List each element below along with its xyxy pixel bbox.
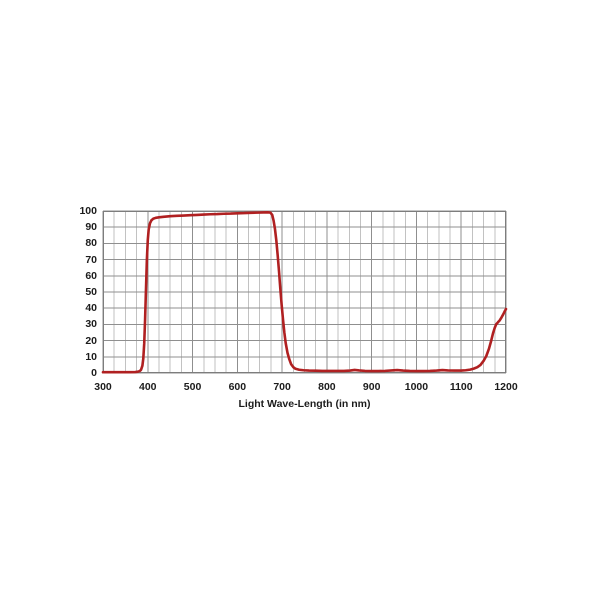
x-tick-label: 1100: [449, 381, 473, 393]
x-tick-label: 800: [318, 381, 336, 393]
y-tick-label: 80: [85, 237, 97, 250]
y-tick-label: 70: [85, 253, 97, 266]
plot-frame: [102, 210, 507, 374]
y-tick-label: 60: [85, 269, 97, 282]
plot-area: [101, 210, 508, 374]
x-tick-label: 1200: [494, 381, 518, 393]
y-tick-label: 20: [85, 334, 97, 347]
y-tick-label: 0: [91, 367, 97, 379]
x-axis-title: Light Wave-Length (in nm): [238, 398, 371, 410]
transmission-curve: [101, 210, 508, 374]
y-tick-label: 30: [85, 318, 97, 331]
x-tick-label: 400: [139, 381, 157, 393]
x-tick-label: 1000: [404, 381, 429, 393]
x-tick-label: 500: [183, 381, 202, 393]
x-tick-label: 300: [94, 381, 112, 393]
x-tick-label: 900: [362, 381, 381, 393]
x-tick-label: 700: [273, 381, 291, 393]
y-tick-label: 50: [85, 286, 97, 298]
x-tick-label: 600: [228, 381, 247, 393]
y-tick-label: 10: [85, 350, 97, 363]
y-tick-label: 90: [85, 221, 97, 234]
y-tick-label: 40: [85, 302, 97, 315]
y-tick-label: 100: [79, 205, 97, 217]
